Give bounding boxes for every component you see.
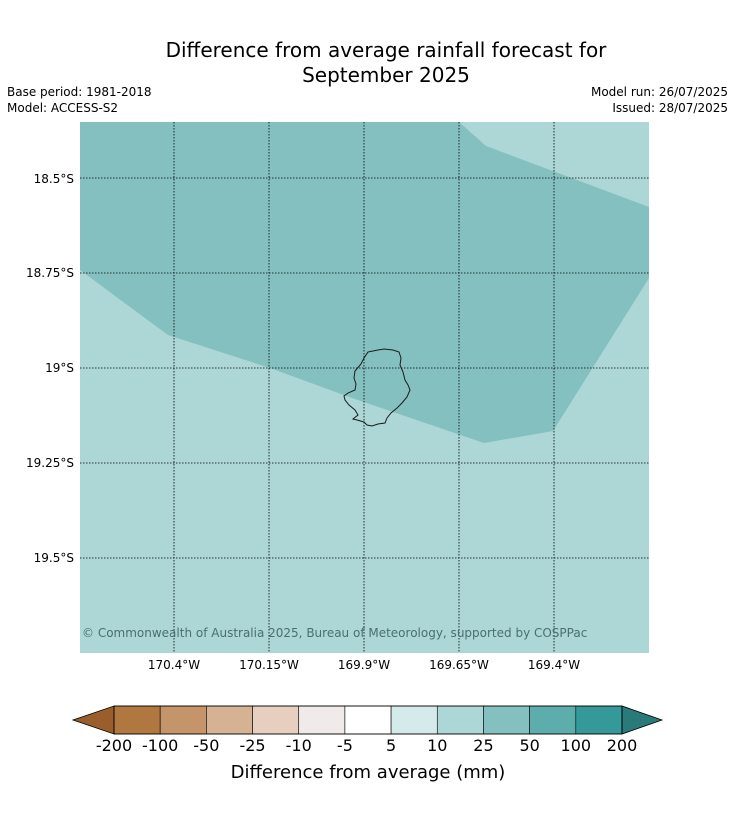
issued-text: Issued: 28/07/2025 — [612, 101, 728, 115]
lat-label-18-75: 18.75°S — [26, 266, 74, 280]
gridlines — [80, 122, 649, 653]
colorbar-cell — [529, 705, 577, 735]
colorbar-tick-label: -100 — [142, 736, 179, 755]
copyright-text: © Commonwealth of Australia 2025, Bureau… — [82, 626, 587, 640]
lat-label-19: 19°S — [45, 361, 74, 375]
lon-label-169-4: 169.4°W — [528, 658, 580, 672]
lat-label-19-25: 19.25°S — [26, 456, 74, 470]
island-coastline — [343, 348, 411, 427]
colorbar-tick-label: -200 — [95, 736, 133, 755]
colorbar-tick-label: -10 — [285, 736, 312, 755]
colorbar-tick-label: -25 — [239, 736, 266, 755]
map-title: Difference from average rainfall forecas… — [0, 38, 736, 88]
lon-label-170-4: 170.4°W — [148, 658, 200, 672]
colorbar-arrow-above — [621, 705, 664, 735]
title-line-1: Difference from average rainfall forecas… — [165, 38, 607, 62]
title-line-2: September 2025 — [302, 63, 470, 87]
region-50-to-100 — [80, 122, 649, 443]
lon-label-169-65: 169.65°W — [429, 658, 489, 672]
lon-label-169-9: 169.9°W — [338, 658, 390, 672]
colorbar-cell — [206, 705, 253, 735]
colorbar-title: Difference from average (mm) — [230, 762, 506, 783]
colorbar-tick-label: -50 — [193, 736, 220, 755]
colorbar-cell — [252, 705, 300, 735]
colorbar-tick-label: 5 — [385, 736, 397, 755]
model-run-text: Model run: 26/07/2025 — [590, 85, 728, 99]
lat-label-19-5: 19.5°S — [34, 551, 74, 565]
colorbar-tick-label: 100 — [560, 736, 592, 755]
colorbar-tick-label: 25 — [473, 736, 494, 755]
colorbar-cell — [159, 705, 207, 735]
colorbar — [71, 705, 664, 735]
model-text: Model: ACCESS-S2 — [7, 101, 119, 115]
lat-label-18-5: 18.5°S — [34, 172, 74, 186]
colorbar-tick-label: -5 — [336, 736, 353, 755]
colorbar-tick-label: 200 — [606, 736, 638, 755]
colorbar-cell — [436, 705, 484, 735]
info-right: Model run: 26/07/2025 Issued: 28/07/2025 — [591, 84, 728, 116]
colorbar-cell — [298, 705, 346, 735]
info-left: Base period: 1981-2018 Model: ACCESS-S2 — [7, 84, 152, 116]
colorbar-tick-label: 50 — [519, 736, 540, 755]
colorbar-cell — [575, 705, 623, 735]
colorbar-cell — [483, 705, 530, 735]
colorbar-arrow-below — [71, 705, 115, 735]
colorbar-cell — [344, 705, 392, 735]
colorbar-cell — [113, 705, 161, 735]
lon-label-170-15: 170.15°W — [239, 658, 299, 672]
colorbar-cell — [390, 705, 438, 735]
colorbar-outline — [113, 705, 623, 735]
colorbar-tick-label: 10 — [427, 736, 448, 755]
base-period-text: Base period: 1981-2018 — [7, 85, 152, 99]
